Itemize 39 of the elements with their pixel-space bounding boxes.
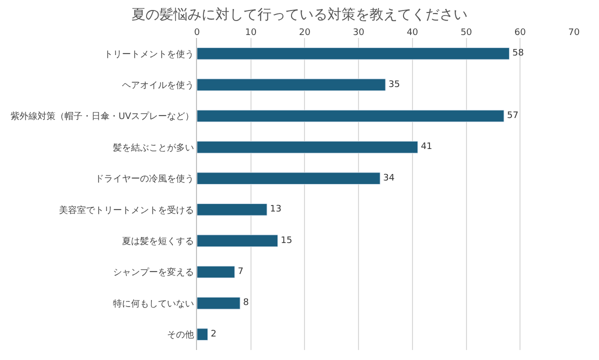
data-label: 35	[388, 80, 400, 90]
x-tick-label: 40	[406, 28, 418, 38]
x-tick-label: 10	[245, 28, 257, 38]
y-tick-label: シャンプーを変える	[113, 267, 194, 278]
bar	[197, 172, 380, 185]
bar	[197, 47, 510, 60]
data-label: 15	[280, 236, 292, 246]
y-tick-label: その他	[167, 330, 194, 341]
y-tick-label: 特に何もしていない	[113, 298, 194, 310]
data-label: 13	[270, 204, 282, 215]
data-label: 2	[210, 329, 217, 340]
y-tick-label: 紫外線対策（帽子・日傘・UVスプレーなど）	[10, 111, 194, 122]
data-label: 58	[512, 48, 524, 59]
y-tick-label: 夏は髪を短くする	[122, 236, 194, 247]
bar	[197, 203, 268, 216]
y-tick-label: ドライヤーの冷風を使う	[95, 174, 194, 185]
bar	[197, 141, 418, 154]
x-tick-label: 20	[298, 28, 311, 38]
x-tick-label: 0	[194, 28, 200, 38]
bar	[197, 234, 278, 247]
x-tick-label: 60	[514, 28, 526, 38]
data-label: 57	[506, 111, 518, 121]
y-tick-label: トリートメントを使う	[104, 48, 194, 60]
y-tick-label: 美容室でトリートメントを受ける	[59, 204, 194, 216]
bar	[197, 266, 235, 278]
bar	[197, 328, 208, 341]
bar	[197, 78, 386, 91]
data-label: 8	[243, 298, 250, 308]
y-tick-label: ヘアオイルを使う	[122, 80, 194, 91]
data-label: 34	[383, 173, 395, 184]
x-tick-label: 70	[568, 28, 580, 38]
y-tick-label: 髪を結ぶことが多い	[113, 142, 194, 154]
chart-title: 夏の髪悩みに対して行っている対策を教えてください	[132, 6, 468, 23]
data-label: 7	[238, 267, 244, 277]
bar	[197, 297, 240, 310]
bar	[197, 110, 504, 122]
data-label: 41	[420, 142, 432, 152]
x-tick-label: 50	[460, 28, 472, 38]
x-tick-label: 30	[352, 28, 365, 38]
